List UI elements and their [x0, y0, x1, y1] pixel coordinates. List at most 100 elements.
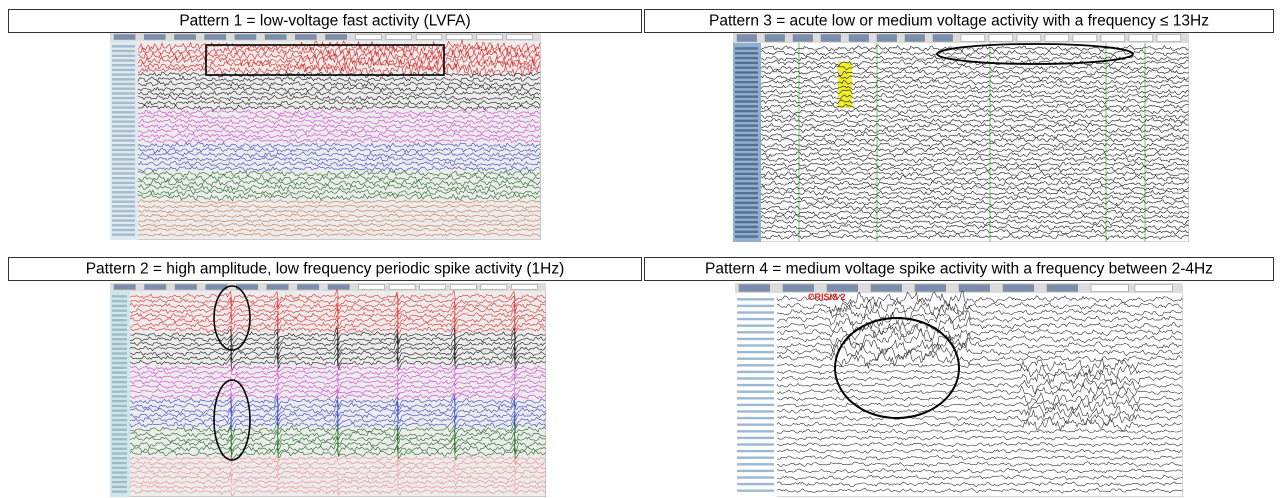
toolbar-button: [175, 285, 196, 290]
channel-label: [735, 206, 758, 208]
toolbar-button: [1003, 285, 1034, 292]
channel-label: [112, 168, 135, 170]
channel-label: [735, 235, 758, 237]
screen: CRISIS 2: [735, 283, 1183, 497]
toolbar-button: [1135, 285, 1172, 292]
channel-label: [737, 483, 774, 485]
toolbar-button: [1101, 35, 1125, 42]
toolbar-button: [386, 35, 412, 40]
channel-label: [737, 325, 774, 327]
channel-label: [112, 116, 135, 118]
toolbar-button: [821, 35, 841, 42]
channel-label: [112, 135, 135, 137]
toolbar-button: [933, 35, 953, 42]
toolbar-button: [783, 285, 814, 292]
toolbar-button: [328, 285, 349, 290]
channel-label: [737, 430, 774, 432]
channel-label: [112, 486, 127, 488]
channel-label: [112, 319, 127, 321]
channel-label: [112, 452, 127, 454]
channel-label: [112, 386, 127, 388]
channel-label: [112, 390, 127, 392]
channel-label: [112, 367, 127, 369]
channel-label: [735, 115, 758, 117]
channel-label: [112, 409, 127, 411]
channel-label: [735, 129, 758, 131]
channel-label: [112, 467, 127, 469]
channel-label: [112, 205, 135, 207]
channel-label: [735, 144, 758, 146]
channel-label: [737, 391, 774, 393]
channel-label: [737, 358, 774, 360]
channel-label: [112, 338, 127, 340]
channel-label: [735, 216, 758, 218]
channel-label: [112, 233, 135, 235]
channel-label: [112, 120, 135, 122]
toolbar-button: [877, 35, 897, 42]
toolbar-button: [389, 285, 415, 290]
channel-label: [735, 95, 758, 97]
channel-label: [112, 371, 127, 373]
toolbar-button: [450, 285, 476, 290]
toolbar-button: [849, 35, 869, 42]
channel-label: [112, 55, 135, 57]
channel-label: [735, 62, 758, 64]
channel-label: [112, 73, 135, 75]
channel-label: [112, 343, 127, 345]
toolbar-button: [793, 35, 813, 42]
channel-column: [735, 293, 777, 497]
channel-label: [735, 139, 758, 141]
toolbar-button: [905, 35, 925, 42]
channel-label: [735, 163, 758, 165]
channel-label: [735, 226, 758, 228]
channel-label: [737, 450, 774, 452]
channel-label: [737, 424, 774, 426]
channel-label: [737, 344, 774, 346]
channel-label: [112, 443, 127, 445]
toolbar-button: [915, 285, 946, 292]
channel-label: [112, 163, 135, 165]
channel-label: [112, 69, 135, 71]
channel-label: [735, 231, 758, 233]
toolbar-button: [114, 35, 135, 40]
overlay-label: CRISIS 2: [808, 292, 846, 302]
channel-label: [112, 111, 135, 113]
channel-label: [112, 324, 127, 326]
figure: Pattern 1 = low-voltage fast activity (L…: [0, 0, 1281, 498]
channel-label: [737, 338, 774, 340]
toolbar-button: [739, 285, 770, 292]
channel-label: [737, 457, 774, 459]
toolbar-button: [295, 35, 316, 40]
channel-label: [112, 149, 135, 151]
toolbar-button: [959, 285, 990, 292]
channel-label: [112, 348, 127, 350]
channel-label: [735, 120, 758, 122]
channel-label: [735, 158, 758, 160]
channel-label: [112, 490, 127, 492]
channel-label: [737, 318, 774, 320]
channel-label: [112, 83, 135, 85]
channel-label: [112, 224, 135, 226]
eeg-screenshot: [110, 33, 541, 240]
channel-label: [737, 377, 774, 379]
channel-label: [737, 351, 774, 353]
channel-column: [110, 291, 130, 497]
panel-title: Pattern 1 = low-voltage fast activity (L…: [179, 13, 470, 30]
toolbar-button: [737, 35, 757, 42]
channel-label: [112, 97, 135, 99]
channel-label: [112, 333, 127, 335]
channel-label: [735, 149, 758, 151]
channel-label: [735, 110, 758, 112]
channel-label: [112, 158, 135, 160]
channel-label: [112, 481, 127, 483]
channel-label: [735, 197, 758, 199]
toolbar-button: [477, 35, 503, 40]
toolbar-button: [297, 285, 318, 290]
channel-label: [735, 86, 758, 88]
channel-label: [735, 105, 758, 107]
channel-label: [737, 410, 774, 412]
toolbar-button: [420, 285, 446, 290]
channel-label: [112, 219, 135, 221]
channel-label: [735, 71, 758, 73]
screen: [733, 33, 1189, 242]
